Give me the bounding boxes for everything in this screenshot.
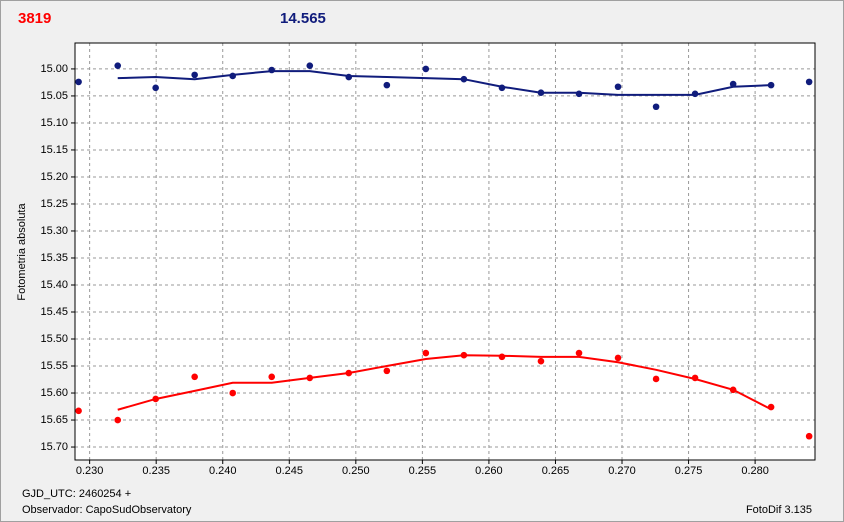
- y-tick-label: 15.30: [40, 225, 68, 237]
- data-point: [152, 84, 159, 92]
- x-tick-label: 0.240: [209, 465, 237, 477]
- y-tick-label: 15.00: [40, 63, 68, 75]
- data-point: [114, 62, 122, 69]
- data-point: [191, 71, 198, 79]
- data-point: [805, 432, 813, 440]
- y-tick-label: 15.20: [40, 171, 68, 183]
- data-point: [614, 83, 622, 91]
- data-point: [268, 373, 276, 381]
- y-tick-label: 15.70: [40, 441, 68, 453]
- y-tick-label: 15.35: [40, 252, 68, 264]
- x-tick-label: 0.245: [276, 465, 304, 477]
- y-tick-label: 15.10: [40, 117, 68, 129]
- x-tick-label: 0.260: [475, 465, 503, 477]
- data-point: [652, 103, 660, 111]
- y-tick-label: 15.55: [40, 360, 68, 372]
- data-point: [537, 357, 545, 365]
- x-tick-label: 0.230: [76, 465, 104, 477]
- marks: [75, 62, 813, 440]
- data-point: [614, 354, 622, 362]
- y-tick-label: 15.05: [40, 90, 68, 102]
- x-tick-label: 0.275: [675, 465, 703, 477]
- y-tick-label: 15.60: [40, 387, 68, 399]
- y-tick-label: 15.65: [40, 414, 68, 426]
- software: FotoDif 3.135: [746, 504, 812, 516]
- fit-line: [117, 70, 772, 96]
- data-point: [114, 416, 122, 424]
- y-axis-label: Fotometria absoluta: [16, 203, 28, 301]
- data-point: [805, 78, 813, 86]
- x-tick-label: 0.235: [142, 465, 170, 477]
- chart-subtitle: 14.565: [280, 10, 326, 27]
- plot-border: [74, 42, 816, 461]
- fit-line: [117, 354, 772, 411]
- x-tick-label: 0.265: [542, 465, 570, 477]
- data-point: [575, 349, 583, 357]
- data-point: [383, 367, 391, 375]
- data-point: [191, 373, 198, 381]
- data-point: [75, 407, 82, 415]
- data-point: [422, 349, 430, 357]
- data-point: [498, 353, 506, 361]
- y-tick-label: 15.40: [40, 279, 68, 291]
- x-tick-label: 0.255: [409, 465, 437, 477]
- data-point: [383, 81, 391, 89]
- data-point: [268, 66, 276, 74]
- x-tick-label: 0.270: [608, 465, 636, 477]
- y-tick-label: 15.25: [40, 198, 68, 210]
- data-point: [229, 389, 237, 397]
- observer: Observador: CapoSudObservatory: [22, 504, 192, 516]
- data-point: [306, 62, 314, 69]
- y-tick-label: 15.15: [40, 144, 68, 156]
- data-point: [422, 65, 430, 73]
- data-point: [652, 375, 660, 383]
- y-tick-label: 15.50: [40, 333, 68, 345]
- plot-area: [75, 43, 815, 460]
- x-tick-label: 0.280: [741, 465, 769, 477]
- y-tick-label: 15.45: [40, 306, 68, 318]
- chart-title: 3819: [18, 10, 51, 27]
- x-tick-label: 0.250: [342, 465, 370, 477]
- data-point: [75, 78, 82, 86]
- x-axis-label: GJD_UTC: 2460254 +: [22, 488, 131, 500]
